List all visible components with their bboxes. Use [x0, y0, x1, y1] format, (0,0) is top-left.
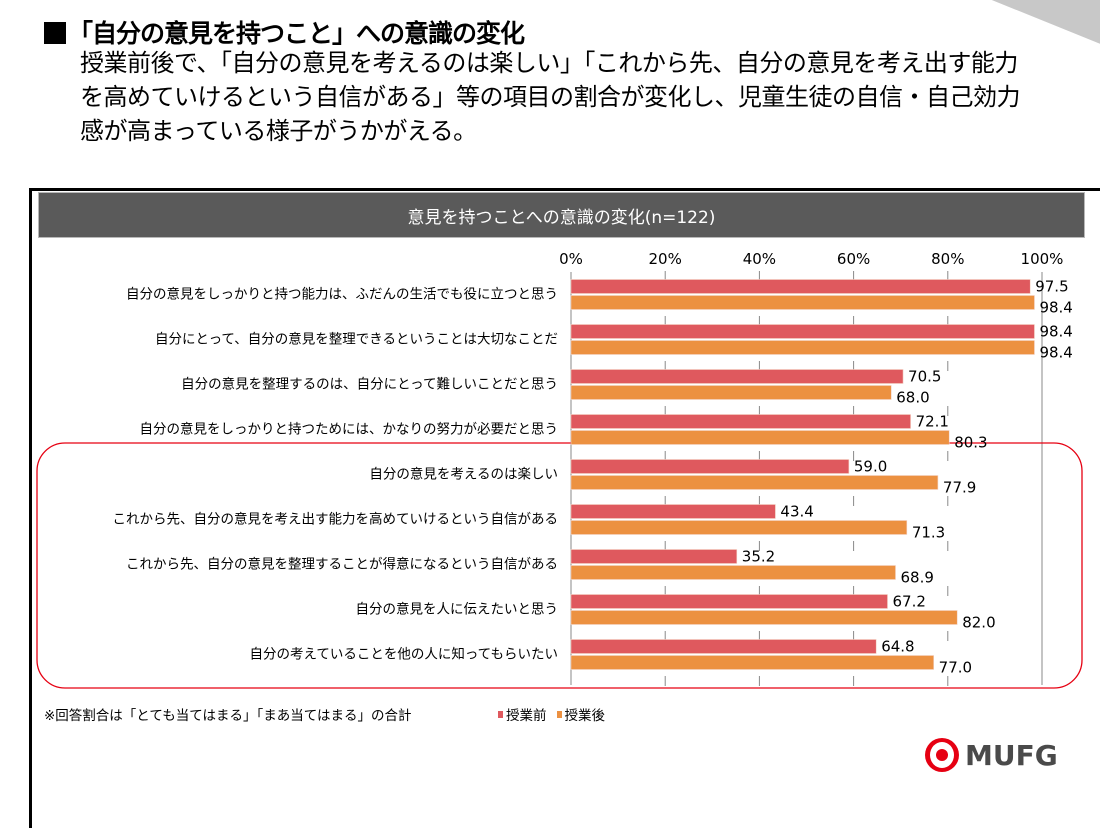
x-tick-label: 40%: [743, 250, 776, 268]
bar-after: [570, 610, 958, 625]
description: 授業前後で、「自分の意見を考えるのは楽しい」「これから先、自分の意見を考え出す能…: [80, 49, 1021, 145]
category-label: これから先、自分の意見を整理することが得意になるという自信がある: [126, 556, 558, 573]
x-tick-label: 20%: [649, 250, 682, 268]
x-tick-label: 80%: [931, 250, 964, 268]
data-label: 35.2: [742, 548, 775, 566]
data-label: 98.4: [1039, 344, 1072, 362]
bar-after: [570, 655, 934, 670]
bar-after: [570, 340, 1035, 355]
bar-before: [570, 414, 911, 429]
data-label: 82.0: [962, 614, 995, 632]
bar-before: [570, 369, 904, 384]
legend: 授業前 授業後: [498, 704, 605, 724]
bar-after: [570, 475, 939, 490]
data-label: 97.5: [1035, 278, 1068, 296]
mufg-logo-icon: [925, 738, 959, 772]
bar-before: [570, 504, 776, 519]
bar-after: [570, 565, 896, 580]
section-heading: 「自分の意見を持つこと」への意識の変化: [44, 14, 525, 50]
bar-before: [570, 594, 888, 609]
legend-item-before: 授業前: [498, 704, 547, 724]
data-label: 68.9: [901, 569, 934, 587]
footnote: ※回答割合は「とても当てはまる」「まあ当てはまる」の合計: [44, 708, 412, 724]
bar-after: [570, 295, 1035, 310]
data-label: 77.9: [943, 479, 976, 497]
category-label: 自分の考えていることを他の人に知ってもらいたい: [250, 646, 558, 663]
data-label: 72.1: [916, 413, 949, 431]
x-tick-label: 60%: [837, 250, 870, 268]
legend-swatch-before: [498, 710, 503, 718]
bar-before: [570, 639, 877, 654]
data-label: 98.4: [1039, 299, 1072, 317]
mufg-logo: MUFG: [925, 738, 1058, 772]
data-label: 64.8: [881, 638, 914, 656]
legend-label-after: 授業後: [564, 708, 606, 724]
square-bullet-icon: [44, 22, 66, 44]
data-label: 43.4: [780, 503, 813, 521]
chart-frame: [29, 188, 1100, 828]
x-tick-label: 0%: [559, 250, 583, 268]
section-heading-text: 「自分の意見を持つこと」への意識の変化: [68, 19, 525, 48]
bar-before: [570, 279, 1031, 294]
bar-before: [570, 549, 738, 564]
bar-chart: 0% 20% 40% 60% 80% 100% 自分の意見をしっかりと持つ能力は、ふだんの生…: [36, 250, 1083, 689]
data-label: 71.3: [912, 524, 945, 542]
data-label: 67.2: [893, 593, 926, 611]
data-label: 80.3: [954, 434, 987, 452]
legend-swatch-after: [556, 710, 562, 718]
category-label: 自分の意見を人に伝えたいと思う: [356, 601, 559, 618]
bar-after: [570, 520, 908, 535]
data-label: 59.0: [854, 458, 887, 476]
data-label: 98.4: [1039, 323, 1072, 341]
bar-before: [570, 324, 1035, 339]
mufg-logo-text: MUFG: [965, 738, 1058, 772]
data-label: 68.0: [896, 389, 929, 407]
highlight-box: [36, 442, 1083, 689]
category-label: 自分の意見をしっかりと持つ能力は、ふだんの生活でも役に立つと思う: [126, 286, 558, 303]
x-tick-label: 100%: [1021, 250, 1064, 268]
category-label: 自分の意見をしっかりと持つためには、かなりの努力が必要だと思う: [140, 421, 559, 438]
legend-label-before: 授業前: [506, 708, 547, 724]
category-label: これから先、自分の意見を考え出す能力を高めていけるという自信がある: [113, 511, 559, 528]
category-label: 自分の意見を考えるのは楽しい: [369, 466, 558, 483]
bar-before: [570, 459, 850, 474]
legend-item-after: 授業後: [556, 704, 606, 724]
chart-title: 意見を持つことへの意識の変化(n=122): [38, 192, 1085, 238]
bar-after: [570, 385, 892, 400]
data-label: 70.5: [908, 368, 941, 386]
data-label: 77.0: [939, 659, 972, 677]
bar-after: [570, 430, 950, 445]
category-label: 自分の意見を整理するのは、自分にとって難しいことだと思う: [181, 376, 558, 393]
category-label: 自分にとって、自分の意見を整理できるということは大切なことだ: [155, 331, 558, 348]
